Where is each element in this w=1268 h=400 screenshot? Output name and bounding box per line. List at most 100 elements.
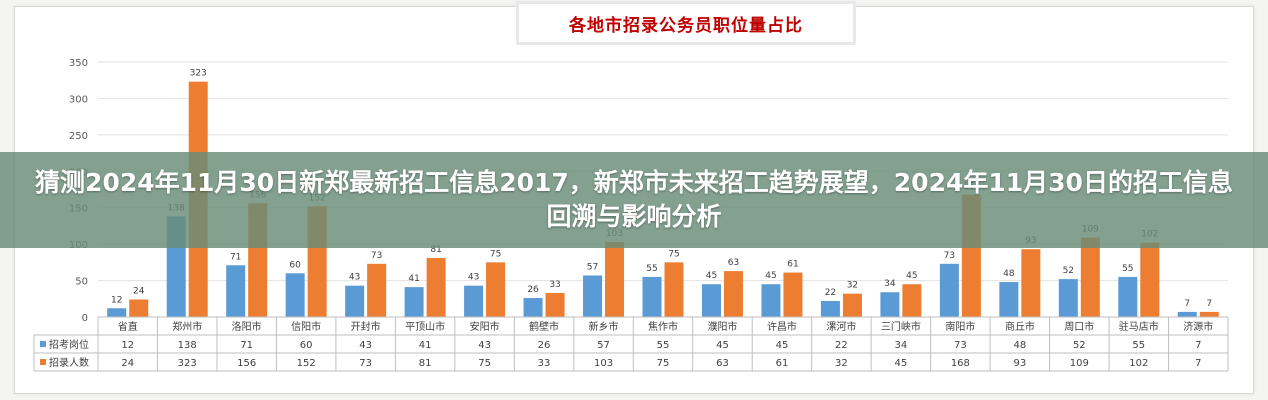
headline-text: 猜测2024年11月30日新郑最新招工信息2017，新郑市未来招工趋势展望，20…: [35, 168, 1233, 231]
table-cell: 75: [657, 358, 670, 369]
data-label: 71: [230, 252, 241, 262]
bar: [842, 293, 862, 317]
headline-banner: 猜测2024年11月30日新郑最新招工信息2017，新郑市未来招工趋势展望，20…: [0, 152, 1268, 248]
bar: [999, 282, 1019, 317]
table-cell: 7: [1195, 358, 1201, 369]
x-tick-label: 南阳市: [945, 320, 975, 333]
bar: [783, 272, 803, 317]
table-cell: 41: [419, 340, 432, 351]
data-label: 43: [349, 273, 360, 283]
table-cell: 60: [300, 340, 313, 351]
table-cell: 152: [297, 358, 316, 369]
bar: [664, 262, 684, 317]
data-label: 45: [706, 271, 717, 281]
data-label: 52: [1063, 266, 1074, 276]
bar: [107, 308, 127, 317]
table-cell: 61: [776, 358, 789, 369]
data-label: 41: [408, 274, 419, 284]
data-label: 45: [765, 271, 776, 281]
legend-swatch: [40, 359, 46, 365]
bar: [129, 299, 149, 317]
bar: [583, 275, 603, 317]
data-label: 57: [587, 262, 598, 272]
table-cell: 63: [716, 358, 729, 369]
table-cell: 103: [594, 358, 613, 369]
table-cell: 34: [895, 340, 908, 351]
data-label: 73: [944, 251, 955, 261]
bar: [1058, 279, 1078, 317]
x-tick-label: 济源市: [1183, 320, 1213, 333]
data-label: 75: [490, 249, 501, 259]
x-tick-label: 鹤壁市: [529, 320, 559, 333]
x-tick-label: 驻马店市: [1119, 320, 1159, 333]
bar: [1199, 311, 1219, 317]
data-label: 33: [549, 280, 560, 290]
table-cell: 109: [1070, 358, 1089, 369]
data-label: 61: [787, 260, 798, 270]
table-cell: 102: [1129, 358, 1148, 369]
chart-title-box: 各地市招录公务员职位量占比: [516, 1, 856, 45]
data-label: 60: [289, 260, 301, 270]
data-label: 22: [825, 288, 836, 298]
x-tick-label: 濮阳市: [707, 320, 737, 333]
bar: [642, 276, 662, 317]
bar: [404, 287, 424, 317]
bar: [902, 284, 922, 317]
legend-label: 招考岗位: [49, 338, 89, 351]
y-tick-label: 0: [82, 313, 88, 324]
bar: [545, 292, 565, 317]
table-cell: 48: [1013, 340, 1026, 351]
table-cell: 24: [121, 358, 134, 369]
bar: [761, 284, 781, 317]
x-tick-label: 新乡市: [589, 320, 619, 333]
table-cell: 22: [835, 340, 848, 351]
table-cell: 32: [835, 358, 848, 369]
data-label: 34: [884, 279, 896, 289]
bar: [367, 263, 387, 317]
x-tick-label: 许昌市: [767, 320, 797, 333]
bar: [1140, 242, 1160, 317]
table-cell: 55: [657, 340, 670, 351]
table-cell: 57: [597, 340, 610, 351]
table-cell: 45: [895, 358, 908, 369]
table-cell: 52: [1073, 340, 1086, 351]
bar: [1021, 249, 1041, 317]
data-label: 63: [728, 258, 739, 268]
data-label: 48: [1003, 269, 1015, 279]
data-label: 45: [906, 271, 917, 281]
x-tick-label: 焦作市: [648, 320, 678, 333]
data-label: 7: [1184, 299, 1190, 309]
bar: [880, 292, 900, 317]
x-tick-label: 三门峡市: [881, 320, 921, 333]
data-label: 55: [1122, 264, 1133, 274]
data-label: 12: [111, 295, 122, 305]
x-tick-label: 信阳市: [291, 320, 321, 333]
table-cell: 75: [478, 358, 491, 369]
x-tick-label: 开封市: [351, 320, 381, 333]
table-cell: 45: [776, 340, 789, 351]
x-tick-label: 漯河市: [826, 320, 856, 333]
x-tick-label: 商丘市: [1005, 320, 1035, 333]
legend-swatch: [40, 341, 46, 347]
table-cell: 26: [538, 340, 551, 351]
x-tick-label: 安阳市: [470, 320, 500, 333]
bar: [701, 284, 721, 317]
table-cell: 138: [178, 340, 197, 351]
bar: [723, 271, 743, 317]
table-cell: 93: [1013, 358, 1026, 369]
bar: [285, 273, 305, 317]
bar: [486, 262, 506, 317]
x-tick-label: 周口市: [1064, 320, 1094, 333]
x-tick-label: 省直: [118, 320, 138, 333]
y-tick-label: 250: [69, 131, 88, 142]
data-label: 323: [190, 69, 207, 79]
data-label: 81: [430, 245, 441, 255]
bar: [1080, 237, 1100, 317]
table-cell: 156: [237, 358, 256, 369]
table-cell: 71: [240, 340, 253, 351]
bar: [1177, 311, 1197, 317]
data-label: 55: [646, 264, 657, 274]
bar: [939, 263, 959, 317]
bar: [1118, 276, 1138, 317]
